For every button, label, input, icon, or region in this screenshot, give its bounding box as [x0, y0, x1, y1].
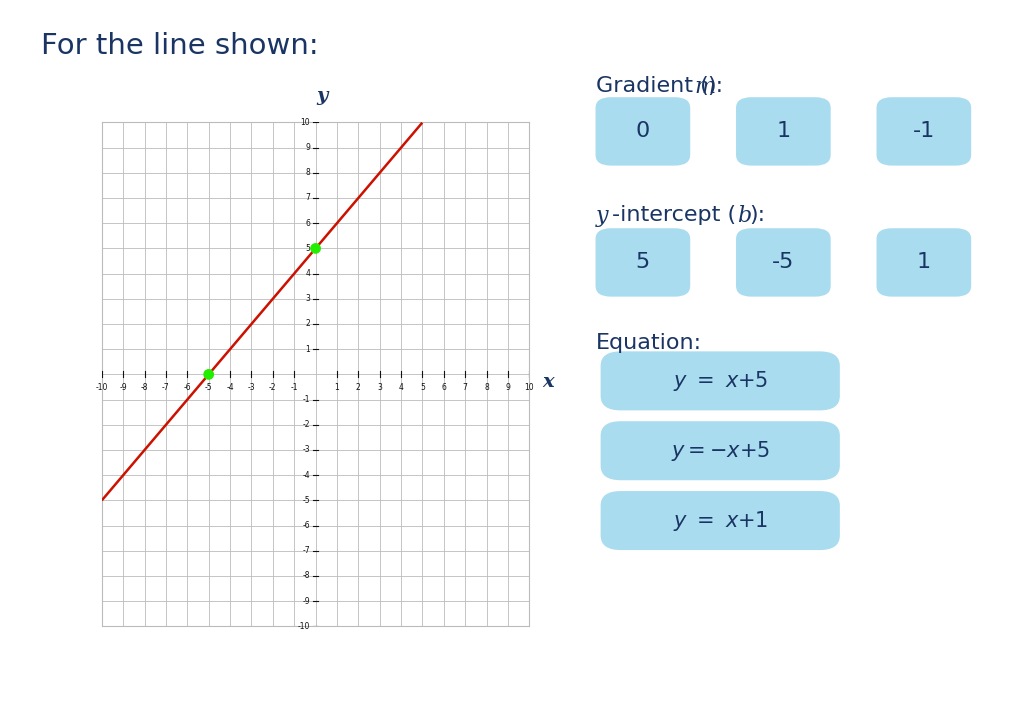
Text: -8: -8 — [302, 572, 310, 580]
Text: m: m — [694, 76, 716, 98]
Text: -intercept (: -intercept ( — [612, 205, 736, 225]
Text: -2: -2 — [269, 383, 277, 392]
Text: 5: 5 — [305, 244, 310, 253]
Text: -8: -8 — [140, 383, 149, 392]
Text: 4: 4 — [399, 383, 403, 392]
Text: Gradient (: Gradient ( — [596, 76, 709, 96]
Text: $y\ =\ x{+}1$: $y\ =\ x{+}1$ — [673, 508, 768, 533]
Text: 1: 1 — [917, 253, 930, 272]
Text: 10: 10 — [524, 383, 534, 392]
Text: ):: ): — [708, 76, 724, 96]
Text: 10: 10 — [300, 118, 310, 127]
Text: 3: 3 — [305, 294, 310, 303]
Text: -10: -10 — [96, 383, 108, 392]
Text: $y = {-}x{+}5$: $y = {-}x{+}5$ — [671, 438, 770, 463]
Text: -9: -9 — [302, 597, 310, 606]
Text: -3: -3 — [302, 446, 310, 454]
Text: 6: 6 — [305, 219, 310, 228]
Text: 7: 7 — [305, 194, 310, 202]
Text: 2: 2 — [356, 383, 360, 392]
Text: 6: 6 — [442, 383, 446, 392]
Text: -7: -7 — [302, 546, 310, 555]
Text: 5: 5 — [420, 383, 425, 392]
Text: x: x — [543, 373, 554, 391]
Text: 1: 1 — [777, 122, 790, 141]
Text: -5: -5 — [205, 383, 213, 392]
Text: 1: 1 — [305, 345, 310, 354]
Text: -9: -9 — [119, 383, 127, 392]
Text: y: y — [317, 86, 328, 104]
Text: 2: 2 — [305, 320, 310, 328]
Point — [201, 369, 217, 380]
Text: $y\ =\ x{+}5$: $y\ =\ x{+}5$ — [673, 369, 768, 393]
Text: -1: -1 — [290, 383, 298, 392]
Text: y: y — [596, 205, 608, 228]
Text: 9: 9 — [305, 143, 310, 152]
Text: -4: -4 — [226, 383, 234, 392]
Text: -5: -5 — [773, 253, 794, 272]
Text: -3: -3 — [247, 383, 256, 392]
Text: 3: 3 — [378, 383, 382, 392]
Text: 0: 0 — [636, 122, 649, 141]
Text: 8: 8 — [485, 383, 489, 392]
Text: Equation:: Equation: — [596, 333, 701, 354]
Text: For the line shown:: For the line shown: — [41, 32, 319, 60]
Text: -10: -10 — [298, 622, 310, 631]
Text: ):: ): — [749, 205, 766, 225]
Text: -5: -5 — [302, 496, 310, 505]
Text: -7: -7 — [162, 383, 170, 392]
Text: 1: 1 — [335, 383, 339, 392]
Text: -4: -4 — [302, 471, 310, 480]
Point — [307, 243, 324, 254]
Text: -6: -6 — [302, 521, 310, 530]
Text: 4: 4 — [305, 269, 310, 278]
Text: 5: 5 — [636, 253, 649, 272]
Text: -1: -1 — [302, 395, 310, 404]
Text: -1: -1 — [913, 122, 935, 141]
Text: -2: -2 — [302, 420, 310, 429]
Text: b: b — [737, 205, 751, 228]
Text: 8: 8 — [305, 168, 310, 177]
Text: 7: 7 — [463, 383, 467, 392]
Text: 9: 9 — [506, 383, 510, 392]
Text: -6: -6 — [183, 383, 191, 392]
